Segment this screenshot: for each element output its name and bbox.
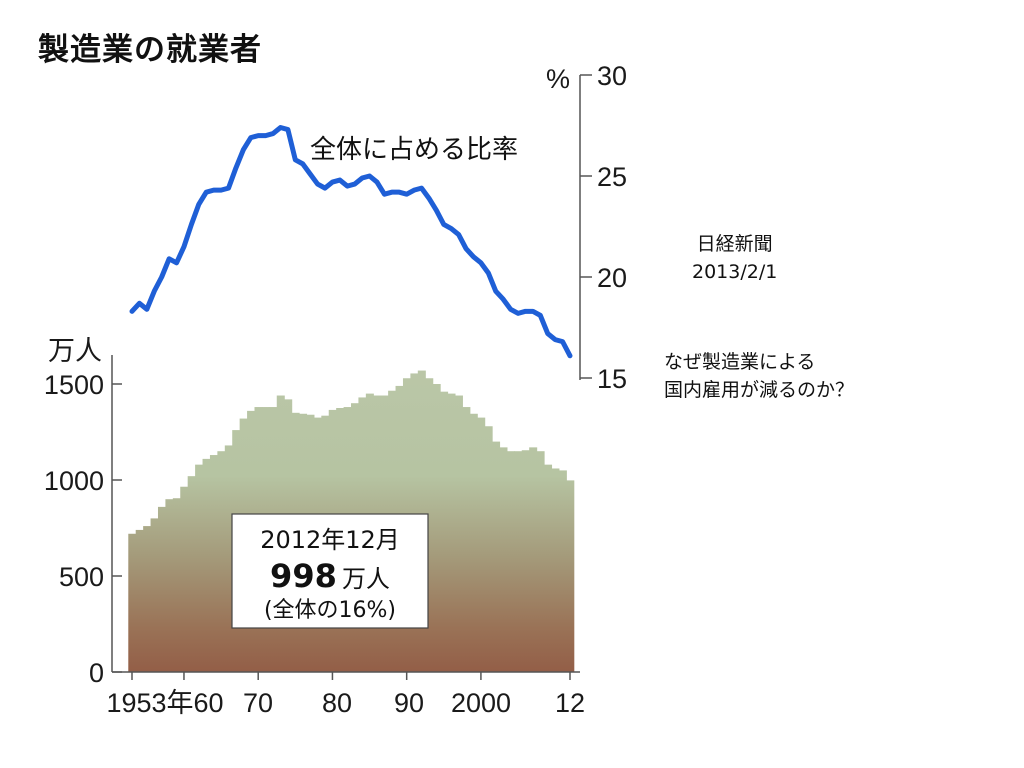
area-bar: [558, 470, 567, 672]
area-bar: [195, 464, 204, 672]
area-bar: [209, 455, 218, 672]
area-bar: [499, 447, 508, 672]
page-title: 製造業の就業者: [38, 32, 262, 68]
area-bar: [172, 498, 181, 672]
annotation-date: 2012年12月: [260, 526, 400, 554]
source-publisher: 日経新聞: [696, 233, 773, 255]
x-tick-label: 12: [555, 688, 585, 718]
area-bar: [425, 378, 434, 672]
area-bar: [440, 391, 449, 672]
question-line-1: なぜ製造業による: [664, 351, 816, 373]
annotation-box: 2012年12月 998 万人 (全体の16%): [231, 513, 429, 629]
area-bar: [529, 447, 538, 672]
area-bar: [469, 413, 478, 672]
left-tick-label: 500: [59, 562, 104, 592]
area-bar: [202, 458, 211, 672]
x-tick-label: 70: [243, 688, 273, 718]
annotation-unit: 万人: [342, 565, 390, 593]
area-bar: [521, 450, 530, 672]
area-bar: [566, 480, 575, 672]
annotation-value-line: 998 万人: [270, 557, 390, 595]
line-series-ratio: [129, 125, 573, 359]
left-tick-label: 1500: [44, 370, 104, 400]
area-bar: [217, 451, 226, 672]
right-tick-label: 20: [597, 263, 627, 293]
right-tick-label: 30: [597, 61, 627, 91]
left-tick-label: 1000: [44, 466, 104, 496]
area-bar: [514, 451, 523, 672]
right-tick-label: 15: [597, 364, 627, 394]
area-bar: [180, 486, 189, 672]
area-bar: [477, 417, 486, 672]
area-bar: [187, 476, 196, 672]
left-tick-label: 0: [89, 658, 104, 688]
question-note: なぜ製造業による 国内雇用が減るのか？: [664, 348, 854, 404]
annotation-share: (全体の16%): [264, 598, 396, 623]
question-line-2: 国内雇用が減るのか？: [664, 379, 855, 401]
area-bar: [432, 384, 441, 672]
area-bar: [544, 464, 553, 672]
area-bar: [135, 529, 144, 672]
area-bar: [506, 451, 515, 672]
area-bar: [536, 451, 545, 672]
area-bar: [484, 426, 493, 672]
area-bar: [447, 393, 456, 672]
x-tick-label: 90: [394, 688, 424, 718]
x-tick-label: 80: [322, 688, 352, 718]
x-tick-label: 2000: [451, 688, 511, 718]
area-bar: [150, 518, 159, 672]
area-bar: [462, 407, 471, 672]
area-bar: [551, 468, 560, 672]
area-bar: [143, 526, 152, 672]
line-series-label: 全体に占める比率: [310, 135, 518, 165]
area-bar: [128, 533, 137, 672]
source-date: 2013/2/1: [692, 261, 778, 283]
annotation-value: 998: [270, 557, 337, 595]
area-bar: [165, 499, 174, 672]
x-tick-label: 1953年60: [106, 688, 223, 718]
right-tick-label: 25: [597, 162, 627, 192]
area-bar: [224, 445, 233, 672]
source-note: 日経新聞 2013/2/1: [692, 230, 777, 286]
area-bar: [454, 395, 463, 672]
area-bar: [492, 441, 501, 672]
left-axis-unit: 万人: [48, 336, 102, 366]
area-bar: [157, 506, 166, 672]
right-axis-unit: %: [546, 64, 570, 94]
